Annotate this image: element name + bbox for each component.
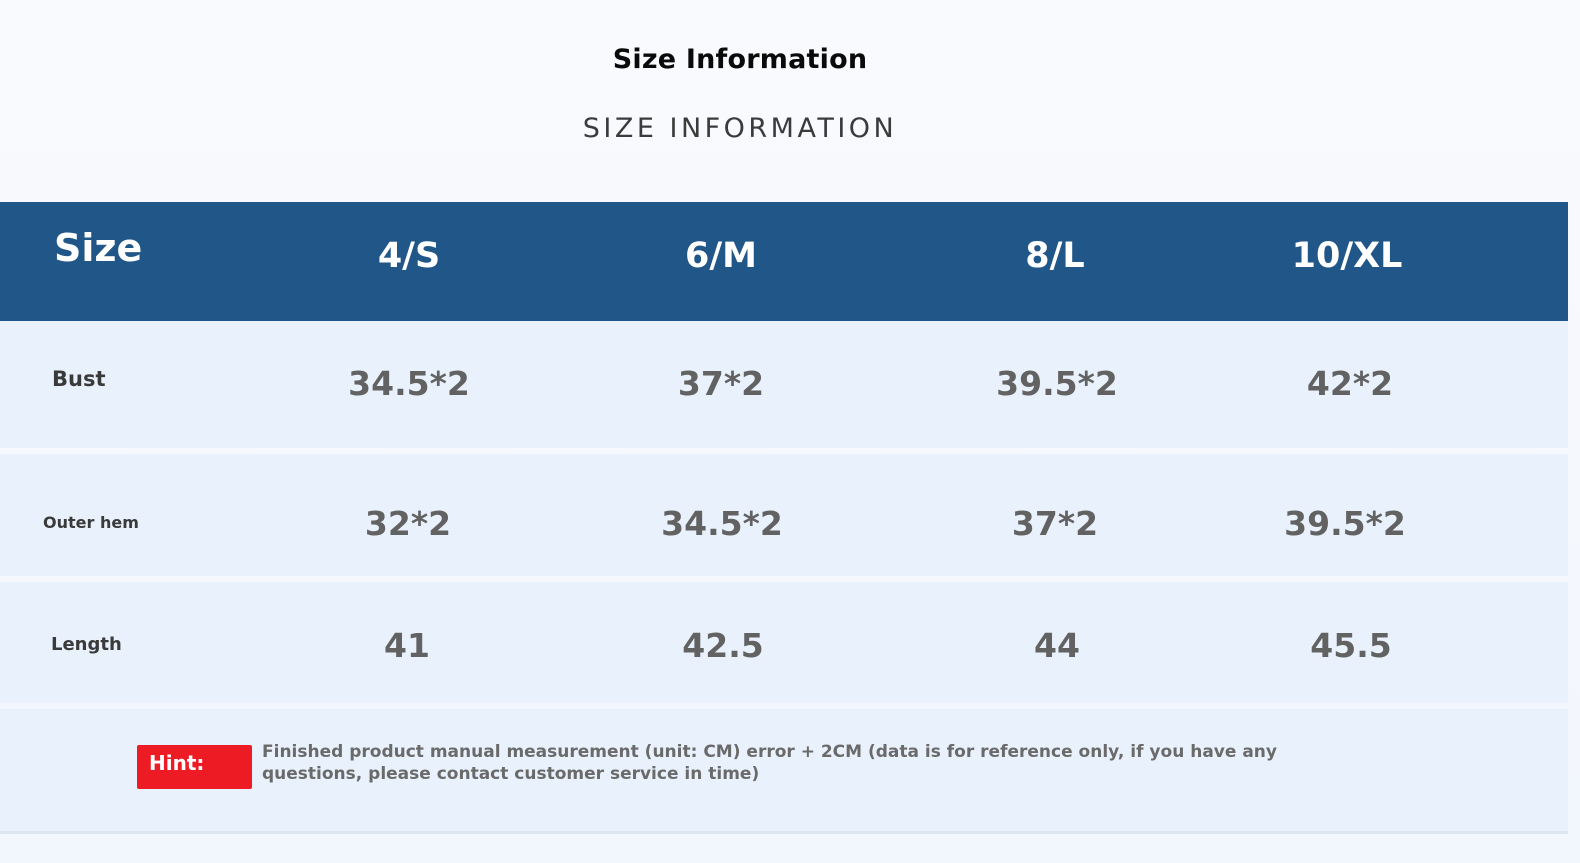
row-label-outer-hem: Outer hem <box>43 513 139 532</box>
size-table: Size 4/S 6/M 8/L 10/XL Bust 34.5*2 37*2 … <box>0 202 1568 834</box>
table-cell: 32*2 <box>364 504 452 543</box>
table-cell: 39.5*2 <box>1284 504 1406 543</box>
header-size-4s: 4/S <box>377 236 441 276</box>
table-cell: 34.5*2 <box>348 364 470 403</box>
table-header-row: Size 4/S 6/M 8/L 10/XL <box>0 202 1568 321</box>
table-row-outer-hem: Outer hem 32*2 34.5*2 37*2 39.5*2 <box>0 454 1568 576</box>
table-row-bust: Bust 34.5*2 37*2 39.5*2 42*2 <box>0 321 1568 448</box>
page-title: Size Information <box>612 44 868 75</box>
header-size-label: Size <box>54 226 143 270</box>
table-cell: 42*2 <box>1306 364 1394 403</box>
table-cell: 39.5*2 <box>996 364 1118 403</box>
row-label-bust: Bust <box>52 367 106 391</box>
hint-badge: Hint: <box>137 745 252 789</box>
hint-text: Finished product manual measurement (uni… <box>262 742 1277 784</box>
title-block: Size Information SIZE INFORMATION <box>0 0 1480 200</box>
header-size-10xl: 10/XL <box>1291 236 1403 276</box>
table-row-length: Length 41 42.5 44 45.5 <box>0 582 1568 703</box>
row-label-length: Length <box>51 634 122 655</box>
table-cell: 37*2 <box>1011 504 1099 543</box>
hint-row: Hint: Finished product manual measuremen… <box>0 709 1568 834</box>
page-subtitle: SIZE INFORMATION <box>582 113 898 144</box>
table-cell: 37*2 <box>677 364 765 403</box>
table-cell: 41 <box>384 626 430 665</box>
header-size-6m: 6/M <box>685 236 757 276</box>
hint-label: Hint: <box>149 751 205 775</box>
table-cell: 34.5*2 <box>661 504 783 543</box>
table-cell: 42.5 <box>682 626 764 665</box>
table-cell: 45.5 <box>1310 626 1392 665</box>
table-cell: 44 <box>1034 626 1080 665</box>
header-size-8l: 8/L <box>1025 236 1085 276</box>
